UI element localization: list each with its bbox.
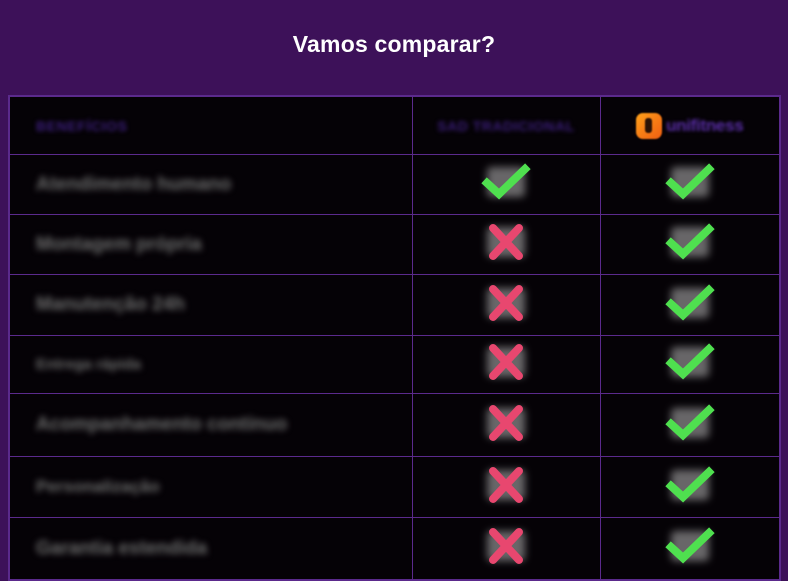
cross-icon [478,222,534,262]
cross-icon [478,403,534,443]
brand-cell [599,393,781,457]
traditional-cell [411,274,601,336]
check-icon [662,526,718,566]
header-label-benefits: BENEFÍCIOS [36,117,128,134]
traditional-cell [411,393,601,457]
feature-cell: Manutenção 24h [8,274,413,336]
traditional-cell [411,154,601,215]
feature-cell: Atendimento humano [8,154,413,215]
feature-label: Acompanhamento contínuo [36,414,288,435]
header-label-brand: unifitness [666,115,744,135]
table-row: Entrega rápida [8,335,781,394]
feature-label: Personalização [36,477,160,496]
check-icon [662,222,718,262]
table-row: Montagem própria [8,214,781,275]
check-icon [662,403,718,443]
table-row: Manutenção 24h [8,274,781,336]
traditional-cell [411,517,601,581]
feature-cell: Acompanhamento contínuo [8,393,413,457]
feature-label: Montagem própria [36,233,202,255]
table-header-row: BENEFÍCIOS SAD TRADICIONAL unifitness [8,95,781,155]
cross-icon [478,342,534,382]
feature-cell: Montagem própria [8,214,413,275]
traditional-cell [411,335,601,394]
header-cell-benefits: BENEFÍCIOS [8,95,413,155]
feature-cell: Personalização [8,456,413,518]
unifitness-logo-icon [636,112,663,139]
comparison-table: BENEFÍCIOS SAD TRADICIONAL unifitness At… [8,95,781,581]
brand-cell [599,456,781,518]
page-title: Vamos comparar? [292,31,496,57]
brand-cell [599,154,781,215]
feature-label: Manutenção 24h [36,294,185,315]
traditional-cell [411,214,601,275]
brand-cell [599,274,781,336]
feature-label: Garantia estendida [36,537,208,559]
feature-label: Entrega rápida [36,356,142,373]
header-cell-traditional: SAD TRADICIONAL [411,95,601,155]
brand-cell [599,214,781,275]
check-icon [662,465,718,505]
cross-icon [478,526,534,566]
brand-cell [599,517,781,581]
table-row: Garantia estendida [8,517,781,581]
feature-cell: Garantia estendida [8,517,413,581]
table-row: Atendimento humano [8,154,781,215]
feature-label: Atendimento humano [36,173,232,195]
table-row: Personalização [8,456,781,518]
traditional-cell [411,456,601,518]
table-row: Acompanhamento contínuo [8,393,781,457]
check-icon [478,162,534,202]
header-label-traditional: SAD TRADICIONAL [437,117,575,134]
check-icon [662,342,718,382]
check-icon [662,162,718,202]
header-cell-brand: unifitness [599,95,781,155]
brand-cell [599,335,781,394]
cross-icon [478,465,534,505]
feature-cell: Entrega rápida [8,335,413,394]
check-icon [662,283,718,323]
cross-icon [478,283,534,323]
